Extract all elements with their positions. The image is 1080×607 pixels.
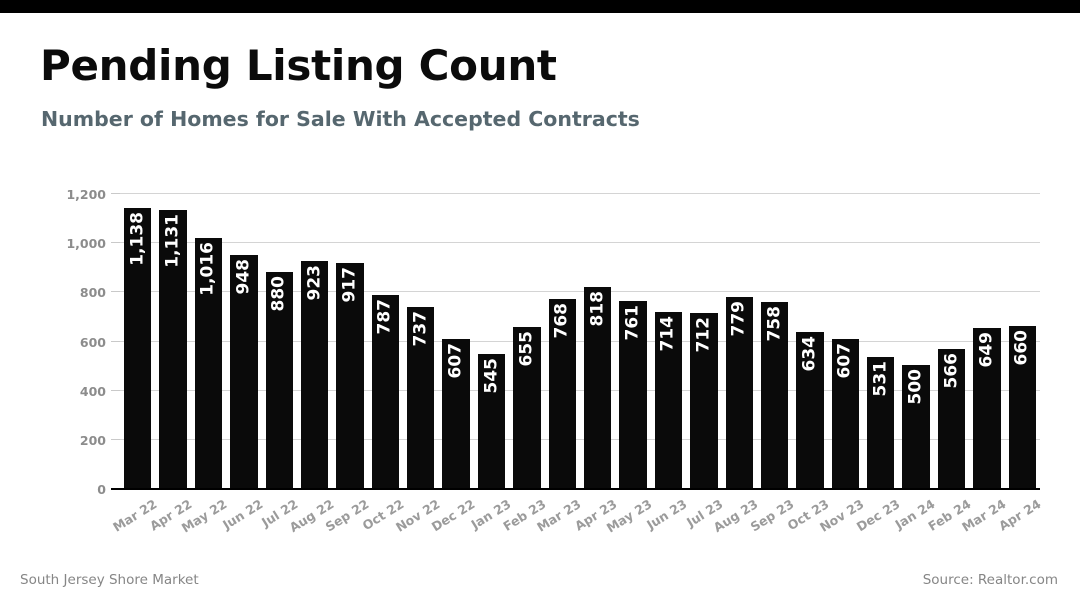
- bar-value-label: 660: [1011, 329, 1032, 366]
- y-axis-label: 400: [79, 383, 106, 399]
- bar[interactable]: 737: [407, 306, 435, 488]
- bar-value-label: 649: [976, 332, 997, 368]
- y-axis-label: 200: [79, 432, 106, 448]
- bar[interactable]: 923: [300, 261, 329, 488]
- bar[interactable]: 1,138: [123, 208, 152, 488]
- bar-value-label: 712: [693, 316, 714, 353]
- y-axis-label: 800: [79, 285, 106, 301]
- bar-value-label: 714: [657, 316, 678, 352]
- y-axis-label: 600: [79, 334, 106, 350]
- bar-chart-plot-area: 0 200 400 600 800 1,000 1,200 1,138 Mar 22 1,131 A…: [66, 187, 1043, 536]
- page-title: Pending Listing Count: [40, 41, 557, 90]
- bar-value-label: 917: [339, 266, 360, 303]
- bar[interactable]: 500: [902, 365, 930, 488]
- bar-value-label: 655: [516, 330, 537, 367]
- bar[interactable]: 655: [513, 326, 541, 488]
- gridline: [120, 340, 1040, 342]
- y-axis-tick: [111, 488, 120, 490]
- bar[interactable]: 531: [867, 357, 895, 488]
- bar[interactable]: 1,016: [194, 238, 223, 488]
- footer-source-label: Source: Realtor.com: [922, 572, 1058, 588]
- bar[interactable]: 917: [336, 262, 364, 488]
- bar[interactable]: 880: [265, 271, 293, 488]
- bar-value-label: 500: [905, 369, 926, 405]
- x-axis-label: Jun 23: [644, 496, 690, 533]
- bar[interactable]: 787: [371, 294, 400, 488]
- footer-market-label: South Jersey Shore Market: [20, 572, 199, 588]
- y-axis-tick: [111, 242, 120, 244]
- bar-value-label: 768: [551, 303, 572, 339]
- y-axis-label: 1,200: [66, 187, 106, 202]
- bar-value-label: 531: [870, 361, 891, 397]
- gridline: [120, 242, 1040, 244]
- bar[interactable]: 779: [725, 296, 753, 488]
- bar-value-label: 923: [304, 265, 325, 301]
- bar[interactable]: 634: [796, 332, 824, 488]
- page-subtitle: Number of Homes for Sale With Accepted C…: [41, 107, 640, 131]
- y-axis-tick: [111, 389, 120, 391]
- bar-value-label: 566: [941, 352, 962, 389]
- bar[interactable]: 818: [583, 286, 612, 488]
- bar[interactable]: 566: [937, 348, 966, 488]
- bar-value-label: 1,016: [197, 242, 218, 297]
- bar-value-label: 634: [799, 336, 820, 372]
- bar[interactable]: 649: [973, 328, 1001, 488]
- bar[interactable]: 1,131: [159, 209, 187, 488]
- bar-value-label: 607: [445, 342, 466, 379]
- bar-value-label: 761: [622, 304, 643, 341]
- bar[interactable]: 660: [1008, 325, 1037, 488]
- top-accent-bar: [0, 0, 1080, 13]
- bar-value-label: 607: [834, 342, 855, 379]
- bar-value-label: 1,138: [127, 212, 148, 267]
- gridline: [120, 291, 1040, 293]
- gridline: [120, 438, 1040, 440]
- x-axis-label: Jun 22: [219, 496, 266, 533]
- bar[interactable]: 758: [760, 301, 789, 488]
- bar-value-label: 880: [268, 275, 289, 312]
- bar[interactable]: 768: [548, 299, 577, 488]
- y-axis-tick: [111, 291, 120, 293]
- bar-value-label: 948: [233, 258, 254, 295]
- bar[interactable]: 607: [442, 338, 470, 488]
- y-axis-label: 1,000: [66, 236, 106, 252]
- bar[interactable]: 761: [619, 300, 647, 488]
- bar-value-label: 779: [728, 300, 749, 337]
- bar[interactable]: 607: [831, 338, 860, 488]
- axis-baseline: [120, 488, 1040, 490]
- bar-value-label: 818: [587, 290, 608, 327]
- bar-value-label: 545: [481, 358, 502, 394]
- bar[interactable]: 948: [230, 254, 258, 488]
- bar-value-label: 758: [764, 305, 785, 342]
- bar-value-label: 1,131: [162, 213, 183, 268]
- bar[interactable]: 545: [477, 354, 506, 488]
- y-axis-tick: [111, 438, 120, 440]
- bar-value-label: 737: [410, 310, 431, 347]
- bar[interactable]: 712: [690, 312, 718, 488]
- bar-value-label: 787: [374, 298, 395, 335]
- bar[interactable]: 714: [654, 312, 683, 488]
- y-axis-label: 0: [97, 482, 106, 497]
- gridline: [120, 193, 1040, 194]
- y-axis-tick: [111, 340, 120, 342]
- gridline: [120, 389, 1040, 391]
- y-axis-tick: [111, 193, 120, 194]
